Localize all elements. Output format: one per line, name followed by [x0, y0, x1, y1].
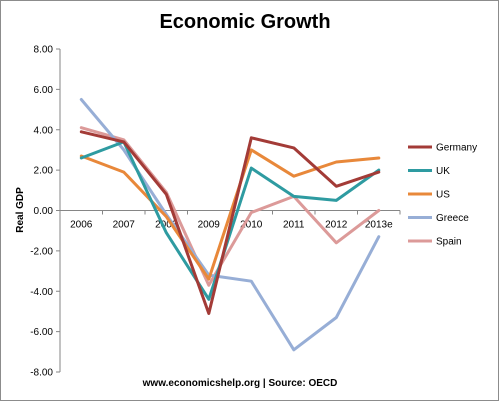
series-line-greece [79, 98, 381, 352]
x-tick-label: 2007 [113, 220, 136, 231]
y-tick-labels: 8.00 6.00 4.00 2.00 0.00 -2.00 -4.00 -6.00 -8.00 [30, 45, 60, 379]
series-line-us [79, 148, 381, 281]
legend-label-spain: Spain [436, 237, 462, 248]
legend-label-us: US [436, 190, 450, 201]
series-lines [79, 98, 381, 352]
x-tick-label: 2012 [325, 220, 348, 231]
y-tick-label: -6.00 [30, 327, 53, 338]
series-line-germany [79, 130, 381, 315]
y-tick-label: 0.00 [34, 206, 54, 217]
x-tick-label: 2011 [283, 220, 305, 231]
x-tick-label: 2009 [198, 220, 221, 231]
y-tick-label: 2.00 [34, 166, 54, 177]
x-tick-label: 2008 [155, 220, 178, 231]
x-tick-label: 2006 [70, 220, 93, 231]
y-tick-label: 6.00 [34, 85, 54, 96]
y-tick-label: 8.00 [34, 45, 54, 56]
y-tick-label: -4.00 [30, 287, 53, 298]
chart-title: Economic Growth [159, 11, 330, 33]
series-line-uk [79, 140, 381, 301]
y-tick-label: -2.00 [30, 246, 53, 257]
y-axis-label: Real GDP [15, 187, 26, 233]
x-tick-labels: 2006 2007 2008 2009 2010 2011 2012 2013e [59, 210, 401, 231]
y-tick-label: -8.00 [30, 368, 53, 379]
legend-label-germany: Germany [436, 143, 477, 154]
legend: Germany UK US Greece Spain [408, 143, 477, 248]
legend-label-uk: UK [436, 166, 450, 177]
source-text: www.economicshelp.org | Source: OECD [142, 378, 338, 389]
x-tick-label: 2013e [365, 220, 393, 231]
y-tick-label: 4.00 [34, 125, 54, 136]
x-tick-label: 2010 [240, 220, 263, 231]
legend-label-greece: Greece [436, 213, 469, 224]
